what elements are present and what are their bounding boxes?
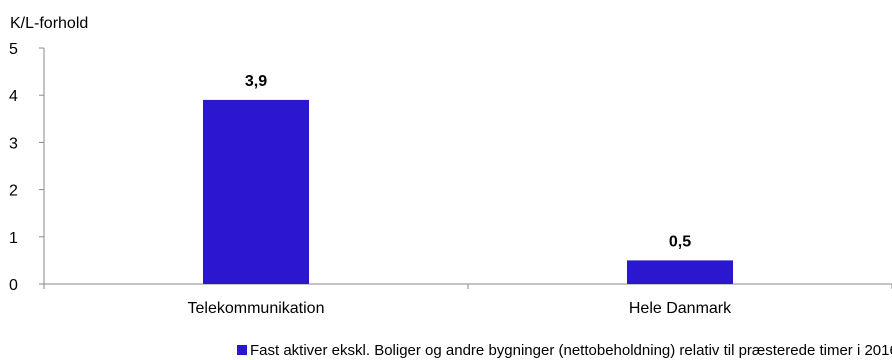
data-labels: 3,9 0,5 — [245, 73, 691, 250]
data-label: 0,5 — [669, 233, 691, 250]
bar — [203, 99, 309, 284]
data-label: 3,9 — [245, 73, 267, 90]
y-tick-label: 5 — [9, 41, 18, 58]
y-tick-label: 3 — [9, 135, 18, 152]
y-tick-label: 4 — [9, 88, 18, 105]
legend-label: Fast aktiver ekskl. Boliger og andre byg… — [250, 341, 892, 359]
y-axis: 0 1 2 3 4 5 — [9, 41, 45, 294]
legend-swatch — [237, 345, 247, 355]
y-tick-label: 1 — [9, 230, 18, 247]
legend: Fast aktiver ekskl. Boliger og andre byg… — [237, 340, 892, 360]
x-axis: Telekommunikation Hele Danmark — [43, 283, 892, 317]
y-tick-label: 0 — [9, 277, 18, 294]
y-tick-label: 2 — [9, 183, 18, 200]
y-axis-label: K/L-forhold — [10, 15, 88, 32]
bar — [627, 260, 733, 284]
x-tick-label: Hele Danmark — [629, 300, 732, 317]
x-tick-label: Telekommunikation — [188, 300, 325, 317]
bars — [203, 99, 733, 284]
